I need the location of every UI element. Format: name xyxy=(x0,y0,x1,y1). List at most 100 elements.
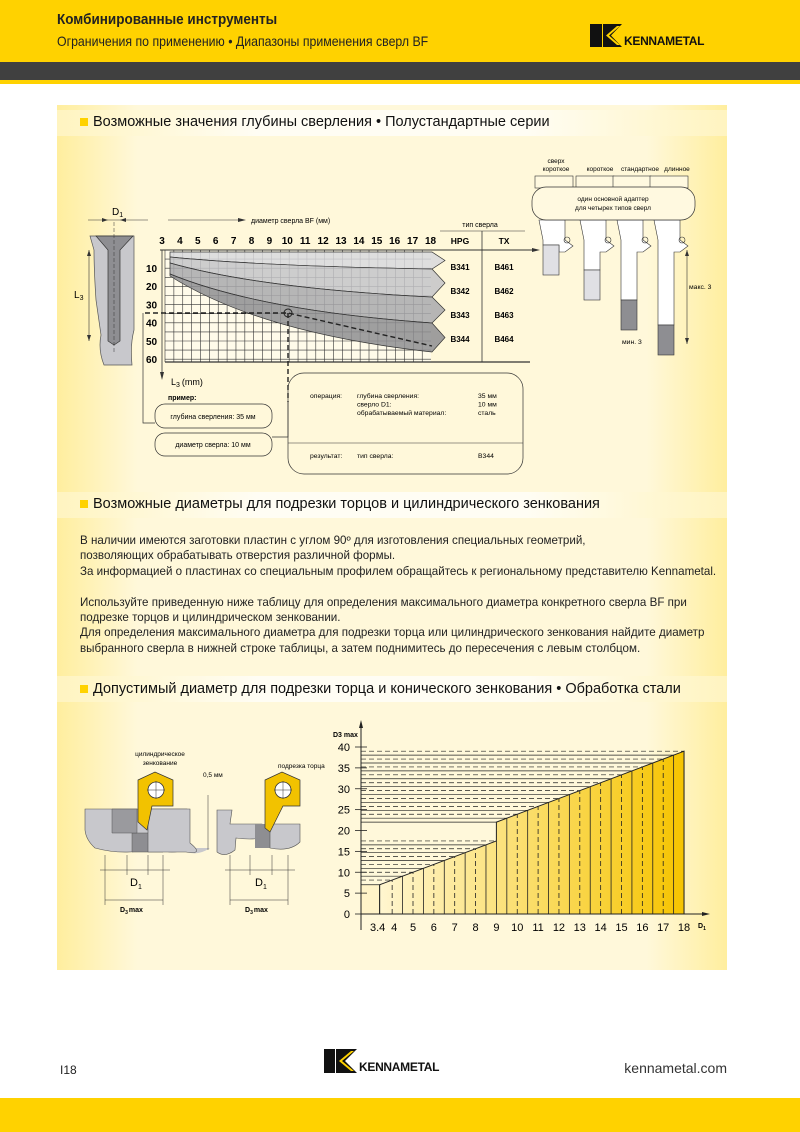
svg-text:длинное: длинное xyxy=(664,166,690,173)
tx-cell: B463 xyxy=(494,311,514,320)
paragraph-line: подрезке торцов и цилиндрическом зенкова… xyxy=(80,611,341,624)
x-tick-label: 11 xyxy=(532,922,543,934)
svg-text:зенкование: зенкование xyxy=(143,760,178,767)
example-label: пример: xyxy=(168,395,197,402)
y-axis-label: L3 (mm) xyxy=(171,377,203,389)
y-tick-labels: 10 20 30 40 50 60 xyxy=(146,264,158,366)
svg-text:KENNAMETAL: KENNAMETAL xyxy=(359,1060,439,1074)
svg-text:короткое: короткое xyxy=(587,166,614,173)
chart-y-axis-label: D3 max xyxy=(333,732,358,739)
section3-band xyxy=(57,676,727,702)
tx-cell: B461 xyxy=(494,263,514,272)
svg-text:глубина сверления:: глубина сверления: xyxy=(357,392,419,400)
drill-type-header: тип сверла xyxy=(462,222,498,229)
x-tick: 9 xyxy=(267,236,273,247)
y-tick-label: 30 xyxy=(338,784,350,796)
kennametal-logo: KENNAMETAL xyxy=(590,24,704,48)
y-tick-label: 0 xyxy=(344,909,350,921)
y-tick: 40 xyxy=(146,319,158,330)
hpg-cell: B341 xyxy=(450,263,470,272)
section3-title: Допустимый диаметр для подрезки торца и … xyxy=(80,681,681,697)
d3-max-chart: 0 5 10 15 20 25 30 35 40 3.4 4 5 6 7 8 9 10 11 12 13 14 15 16 1… xyxy=(338,720,710,934)
svg-text:мин. 3: мин. 3 xyxy=(622,339,642,346)
header-title: Комбинированные инструменты xyxy=(57,11,278,28)
paragraph-line: В наличии имеются заготовки пластин с уг… xyxy=(80,534,586,547)
section1-title: Возможные значения глубины сверления • П… xyxy=(80,114,550,130)
x-tick-label: 5 xyxy=(410,922,416,934)
hpg-cell: B343 xyxy=(450,311,470,320)
x-tick-label: 4 xyxy=(391,922,397,934)
d3-max-label: D3max xyxy=(245,907,268,916)
y-tick-label: 15 xyxy=(338,846,350,858)
page-number: I18 xyxy=(60,1063,77,1077)
x-tick: 10 xyxy=(282,236,294,247)
chart-area xyxy=(361,884,380,914)
svg-text:обрабатываемый материал:: обрабатываемый материал: xyxy=(357,409,446,417)
svg-text:0,5 мм: 0,5 мм xyxy=(203,772,223,779)
d3-max-label: D3max xyxy=(120,907,143,916)
drill-series-bands xyxy=(169,251,446,353)
header-accent-line xyxy=(0,80,800,84)
x-tick-label: 10 xyxy=(511,922,523,934)
section2-title: Возможные диаметры для подрезки торцов и… xyxy=(80,496,600,512)
x-tick: 11 xyxy=(300,236,311,247)
tx-cell: B464 xyxy=(494,335,514,344)
svg-text:операция:: операция: xyxy=(310,393,342,400)
tx-cell: B462 xyxy=(494,287,514,296)
svg-text:результат:: результат: xyxy=(310,453,342,460)
page-header: Комбинированные инструменты Ограничения … xyxy=(0,0,800,62)
bullet-square-icon xyxy=(80,118,88,126)
y-tick-label: 35 xyxy=(338,763,350,775)
example-depth-box xyxy=(154,403,273,429)
svg-text:KENNAMETAL: KENNAMETAL xyxy=(624,34,704,48)
x-tick: 12 xyxy=(318,236,330,247)
x-tick-labels: 3 4 5 6 7 8 9 10 11 12 13 14 15 16 17 18 xyxy=(159,236,436,247)
svg-text:для четырех типов сверл: для четырех типов сверл xyxy=(575,205,651,212)
x-tick: 8 xyxy=(249,236,255,247)
x-tick: 4 xyxy=(177,236,183,247)
x-tick-label: 15 xyxy=(615,922,627,934)
d1-label: D1 xyxy=(255,877,267,891)
paragraph-line: позволяющих обрабатывать отверстия разли… xyxy=(80,549,396,563)
paragraph-line: Для определения максимального диаметра д… xyxy=(80,626,705,640)
x-tick-label: 6 xyxy=(431,922,437,934)
counterbore-drawing: цилиндрическое зенкование 0,5 мм подрезк… xyxy=(84,751,325,916)
result-box xyxy=(287,372,524,475)
svg-text:сверх: сверх xyxy=(547,158,565,165)
footer-bar xyxy=(0,1098,800,1132)
svg-text:сталь: сталь xyxy=(478,410,496,417)
x-tick: 7 xyxy=(231,236,237,247)
section2-band xyxy=(57,492,727,518)
y-tick-label: 40 xyxy=(338,742,350,754)
x-tick-label: 18 xyxy=(678,922,690,934)
y-tick: 50 xyxy=(146,337,158,348)
x-tick-label: 8 xyxy=(472,922,478,934)
svg-text:глубина сверления: 35 мм: глубина сверления: 35 мм xyxy=(170,413,255,421)
svg-text:цилиндрическое: цилиндрическое xyxy=(135,751,185,758)
x-tick: 13 xyxy=(335,236,347,247)
svg-text:35 мм: 35 мм xyxy=(478,393,497,400)
column-header-tx: TX xyxy=(499,236,510,246)
x-axis-label: D1 xyxy=(698,923,706,932)
x-tick-label: 17 xyxy=(657,922,669,934)
svg-text:стандартное: стандартное xyxy=(621,166,659,173)
x-tick: 18 xyxy=(425,236,437,247)
header-divider-bar xyxy=(0,62,800,80)
paragraph-line: Используйте приведенную ниже таблицу для… xyxy=(80,595,687,609)
svg-text:один основной адаптер: один основной адаптер xyxy=(577,195,649,203)
x-tick-label: 14 xyxy=(595,922,607,934)
hpg-cell: B344 xyxy=(450,335,470,344)
d1-label: D1 xyxy=(130,877,142,891)
adapter-drill-types-drawing: сверх короткое короткое стандартное длин… xyxy=(531,158,712,356)
x-tick-label: 7 xyxy=(452,922,458,934)
svg-text:подрезка торца: подрезка торца xyxy=(278,763,325,770)
x-axis-label: диаметр сверла BF (мм) xyxy=(251,218,330,225)
y-tick: 20 xyxy=(146,282,158,293)
bullet-square-icon xyxy=(80,500,88,508)
website-link[interactable]: kennametal.com xyxy=(624,1060,727,1076)
d1-label: D1 xyxy=(112,207,123,219)
example-diameter-box xyxy=(154,432,273,457)
x-tick-label: 16 xyxy=(636,922,648,934)
